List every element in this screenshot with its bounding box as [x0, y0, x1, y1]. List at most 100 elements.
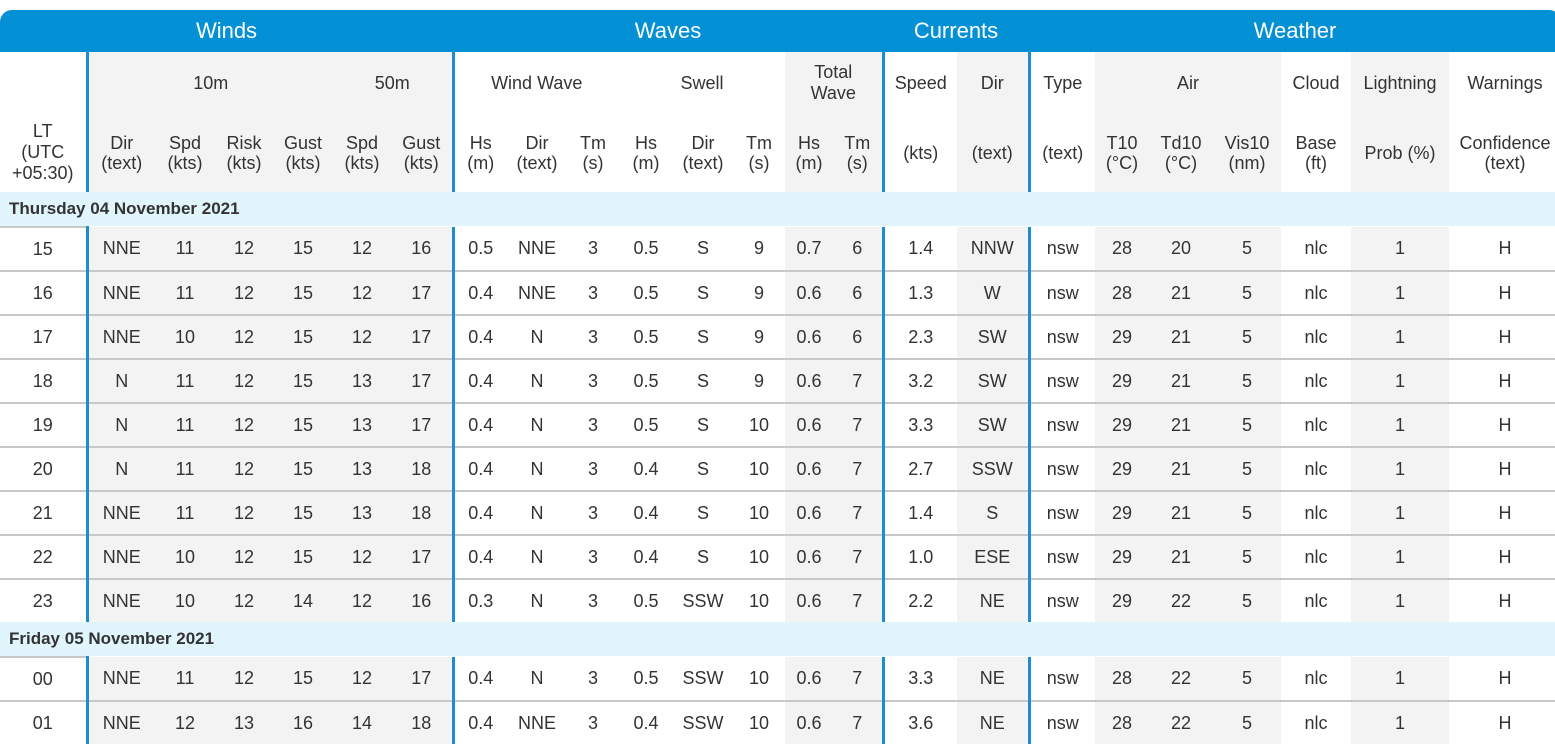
data-cell: 10: [733, 490, 785, 535]
forecast-body: Thursday 04 November 2021 15 NNE 11 12 15 12 16…: [0, 192, 1555, 744]
category-waves: Waves: [453, 10, 883, 52]
data-cell: 0.4: [451, 446, 507, 491]
data-cell: 15: [273, 446, 333, 491]
data-cell: 16: [391, 227, 453, 271]
data-cell: 1.3: [881, 270, 957, 315]
data-cell: 0.5: [619, 578, 673, 622]
data-cell: 3: [567, 446, 619, 491]
data-cell: H: [1449, 534, 1555, 579]
data-cell: nsw: [1027, 314, 1095, 359]
data-cell: 21: [1149, 402, 1213, 447]
data-cell: 15: [273, 270, 333, 315]
data-cell: nsw: [1027, 358, 1095, 403]
data-cell: nsw: [1027, 446, 1095, 491]
data-cell: 10: [155, 534, 215, 579]
data-cell: 12: [215, 358, 273, 403]
data-cell: 15: [273, 490, 333, 535]
data-cell: 12: [215, 490, 273, 535]
time-cell: 16: [0, 270, 87, 315]
data-cell: 3: [567, 700, 619, 744]
units-header-row: Dir (text) Spd (kts) Risk (kts) Gust (kts) Spd (k…: [0, 114, 1555, 192]
day-label: Friday 05 November 2021: [0, 622, 1555, 657]
unit-header: (text): [957, 114, 1029, 192]
data-cell: 1: [1351, 227, 1449, 271]
data-cell: nlc: [1281, 490, 1351, 535]
unit-header: Gust (kts): [391, 114, 453, 192]
unit-header: (kts): [881, 114, 957, 192]
unit-header: Confidence (text): [1459, 133, 1551, 173]
data-cell: NNE: [85, 700, 155, 744]
data-cell: 3.3: [881, 657, 957, 701]
time-cell: 22: [0, 534, 87, 579]
data-cell: 12: [215, 270, 273, 315]
data-cell: S: [957, 490, 1029, 535]
category-winds: Winds: [0, 10, 453, 52]
data-cell: 28: [1095, 657, 1149, 701]
data-cell: nlc: [1304, 668, 1328, 688]
data-cell: 6: [833, 227, 883, 271]
data-cell: 0.6: [785, 700, 833, 744]
data-cell: nsw: [1027, 270, 1095, 315]
data-cell: 28: [1095, 700, 1149, 744]
data-cell: 0.4: [451, 314, 507, 359]
data-cell: 2.3: [881, 314, 957, 359]
data-cell: 1: [1351, 700, 1449, 744]
data-cell: 10: [733, 534, 785, 579]
time-cell: 19: [0, 402, 87, 447]
data-cell: 17: [391, 270, 453, 315]
data-cell: NE: [957, 657, 1029, 701]
data-cell: 17: [391, 657, 453, 701]
wind-wave-header: Wind Wave: [451, 52, 619, 114]
data-cell: 13: [215, 700, 273, 744]
data-cell: 5: [1213, 270, 1281, 315]
unit-header: Dir (text): [85, 114, 155, 192]
data-cell: H: [1449, 358, 1555, 403]
unit-header: Tm (s): [580, 133, 606, 173]
data-cell: 0.6: [785, 270, 833, 315]
data-cell: N: [507, 534, 567, 579]
category-header-row: Winds Waves Currents Weather: [0, 10, 1555, 52]
data-cell: 1.4: [881, 490, 957, 535]
data-cell: ESE: [957, 534, 1029, 579]
data-cell: 3: [587, 668, 598, 688]
data-cell: 12: [333, 578, 391, 622]
table-row: 18 N 11 12 15 13 17 0.4 N 3 0.5 S 9 0.6 7 3.2 SW nsw 29 21 5…: [0, 358, 1555, 403]
data-cell: nlc: [1281, 314, 1351, 359]
data-cell: 7: [833, 534, 883, 579]
data-cell: 9: [733, 314, 785, 359]
data-cell: 12: [333, 227, 391, 271]
data-cell: 21: [1149, 270, 1213, 315]
data-cell: 7: [833, 358, 883, 403]
data-cell: 3.6: [881, 700, 957, 744]
data-cell: nlc: [1281, 446, 1351, 491]
type-header: Type: [1027, 52, 1095, 114]
table-row: 17 NNE 10 12 15 12 17 0.4 N 3 0.5 S 9 0.6 6 2.3 SW nsw 29 2…: [0, 314, 1555, 359]
data-cell: 29: [1095, 358, 1149, 403]
time-cell: 23: [0, 578, 87, 622]
data-cell: 17: [391, 402, 453, 447]
data-cell: 12: [333, 314, 391, 359]
data-cell: 0.5: [451, 227, 507, 271]
data-cell: 28: [1095, 227, 1149, 271]
data-cell: 5: [1213, 227, 1281, 271]
data-cell: 15: [273, 657, 333, 701]
data-cell: 12: [333, 657, 391, 701]
data-cell: SSW: [673, 578, 733, 622]
data-cell: S: [673, 534, 733, 579]
category-weather: Weather: [1029, 10, 1555, 52]
data-cell: 20: [1149, 227, 1213, 271]
data-cell: SW: [957, 402, 1029, 447]
data-cell: 0.4: [619, 446, 673, 491]
data-cell: 0.6: [785, 657, 833, 701]
data-cell: 0.5: [619, 358, 673, 403]
data-cell: nlc: [1281, 270, 1351, 315]
data-cell: 12: [215, 534, 273, 579]
data-cell: H: [1449, 270, 1555, 315]
data-cell: 15: [273, 227, 333, 271]
data-cell: NNE: [507, 700, 567, 744]
unit-header: Prob (%): [1351, 114, 1449, 192]
data-cell: nsw: [1027, 700, 1095, 744]
subheader-row: LT (UTC +05:30) 10m 50m Wind Wave Swell To…: [0, 52, 1555, 183]
data-cell: NE: [957, 578, 1029, 622]
category-currents: Currents: [883, 10, 1029, 52]
